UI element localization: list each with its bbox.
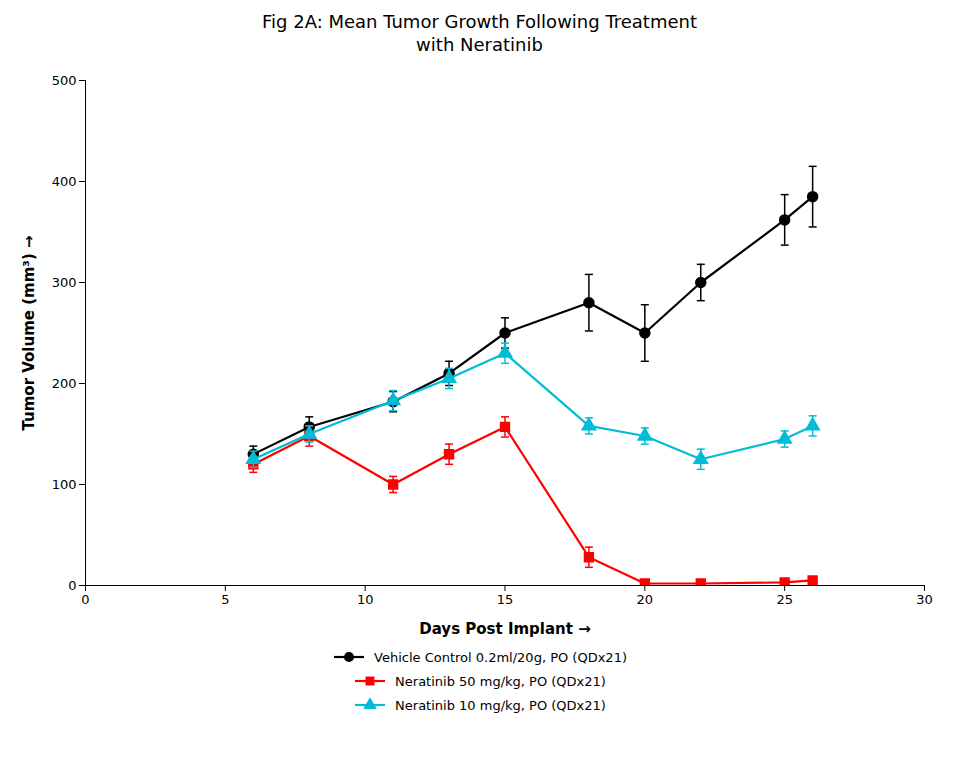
svg-text:400: 400 bbox=[52, 174, 77, 189]
svg-text:20: 20 bbox=[637, 592, 654, 607]
svg-text:500: 500 bbox=[52, 73, 77, 88]
svg-text:5: 5 bbox=[221, 592, 229, 607]
html-text:Neratinib 10 mg/kg, PO (QDx21): Neratinib 10 mg/kg, PO (QDx21) bbox=[395, 697, 606, 713]
svg-text:25: 25 bbox=[776, 592, 793, 607]
html-text:Neratinib 50 mg/kg, PO (QDx21): Neratinib 50 mg/kg, PO (QDx21) bbox=[395, 673, 606, 689]
svg-text:0: 0 bbox=[68, 578, 76, 593]
svg-text:Tumor Volume (mm³) →: Tumor Volume (mm³) → bbox=[20, 235, 38, 430]
svg-text:Days Post Implant →: Days Post Implant → bbox=[419, 620, 591, 638]
svg-text:0: 0 bbox=[81, 592, 89, 607]
svg-text:30: 30 bbox=[916, 592, 933, 607]
svg-text:10: 10 bbox=[357, 592, 374, 607]
svg-text:300: 300 bbox=[52, 275, 77, 290]
svg-text:100: 100 bbox=[52, 477, 77, 492]
svg-text:15: 15 bbox=[497, 592, 514, 607]
html-text:Vehicle Control 0.2ml/20g, PO: Vehicle Control 0.2ml/20g, PO (QDx21) bbox=[374, 649, 627, 665]
html-text:Fig 2A: Mean Tumor Growth Foll: Fig 2A: Mean Tumor Growth Following Trea… bbox=[262, 11, 697, 55]
svg-text:200: 200 bbox=[52, 376, 77, 391]
